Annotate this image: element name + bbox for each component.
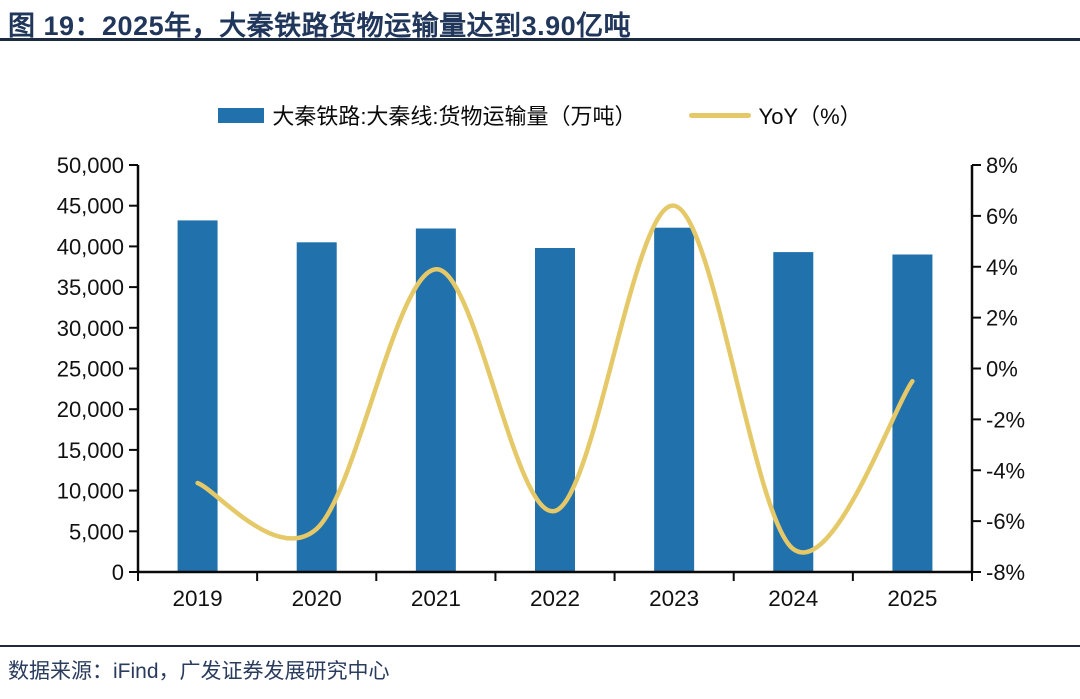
left-axis-tick-label: 15,000 xyxy=(57,438,124,463)
line-series-swatch xyxy=(688,112,751,118)
line-series-label: YoY（%） xyxy=(758,104,862,129)
right-axis-tick-label: 0% xyxy=(986,357,1018,382)
right-axis-tick-label: -8% xyxy=(986,560,1025,585)
left-axis-tick-label: 45,000 xyxy=(57,194,124,219)
title-divider xyxy=(0,38,1080,41)
left-axis-tick-label: 0 xyxy=(112,560,124,585)
bar-2022 xyxy=(535,248,575,572)
bar-2021 xyxy=(415,228,456,572)
chart-legend: 大秦铁路:大秦线:货物运输量（万吨） YoY（%） xyxy=(0,100,1080,130)
legend-item-volume: 大秦铁路:大秦线:货物运输量（万吨） xyxy=(218,99,637,131)
left-axis-tick-label: 50,000 xyxy=(57,153,124,178)
left-axis-tick-label: 30,000 xyxy=(57,316,124,341)
right-axis-tick-label: 6% xyxy=(986,204,1018,229)
yoy-line xyxy=(195,203,915,555)
figure-title: 图 19：2025年，大秦铁路货物运输量达到3.90亿吨 xyxy=(8,11,632,41)
left-axis-tick-label: 35,000 xyxy=(57,275,124,300)
left-axis-tick-label: 10,000 xyxy=(57,479,124,504)
bar-2025 xyxy=(892,254,933,572)
right-axis-tick-label: 2% xyxy=(986,306,1018,331)
right-axis-tick-label: -2% xyxy=(986,407,1025,432)
data-source-note: 数据来源：iFind，广发证券发展研究中心 xyxy=(8,660,390,683)
source-divider xyxy=(0,645,1080,647)
dual-axis-bar-line-chart: 50,000 45,000 40,000 35,000 30,000 25,000 20,0… xyxy=(57,153,1025,611)
left-axis-tick-label: 25,000 xyxy=(57,357,124,382)
right-axis-tick-label: -6% xyxy=(986,509,1025,534)
bar-series-label: 大秦铁路:大秦线:货物运输量（万吨） xyxy=(272,104,637,129)
bar-2023 xyxy=(654,227,695,572)
x-axis-label-2025: 2025 xyxy=(887,586,937,611)
bar-2024 xyxy=(773,252,814,572)
x-axis-label-2021: 2021 xyxy=(411,586,461,611)
x-axis-label-2019: 2019 xyxy=(173,586,223,611)
x-axis-label-2023: 2023 xyxy=(649,586,699,611)
left-axis-tick-label: 5,000 xyxy=(69,519,124,544)
right-axis-tick-label: 4% xyxy=(986,255,1018,280)
bar-2020 xyxy=(296,242,337,573)
bar-2019 xyxy=(177,220,218,572)
x-axis-label-2024: 2024 xyxy=(768,586,818,611)
x-axis-label-2020: 2020 xyxy=(292,586,342,611)
bar-series-swatch xyxy=(218,107,265,123)
left-axis-tick-label: 40,000 xyxy=(57,234,124,259)
right-axis-tick-label: -4% xyxy=(986,458,1025,483)
legend-item-yoy: YoY（%） xyxy=(688,99,862,131)
left-axis-tick-label: 20,000 xyxy=(57,397,124,422)
right-axis-tick-label: 8% xyxy=(986,153,1018,178)
x-axis-label-2022: 2022 xyxy=(530,586,580,611)
